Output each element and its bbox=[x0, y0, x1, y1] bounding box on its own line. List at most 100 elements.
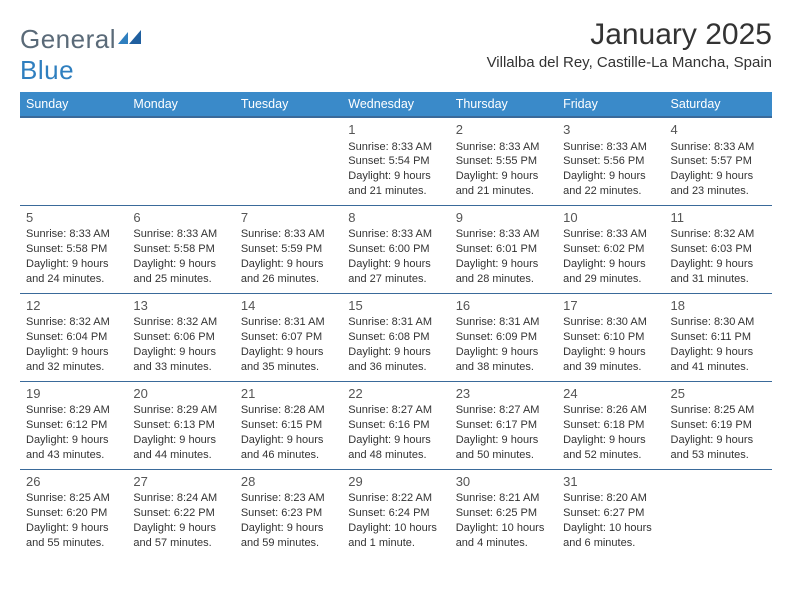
calendar-page: GeneralBlue January 2025 Villalba del Re… bbox=[0, 0, 792, 567]
daylight-text: Daylight: 9 hours and 48 minutes. bbox=[348, 433, 443, 463]
day-number: 1 bbox=[348, 121, 443, 139]
day-number: 3 bbox=[563, 121, 658, 139]
calendar-cell: 14Sunrise: 8:31 AMSunset: 6:07 PMDayligh… bbox=[235, 293, 342, 381]
daylight-text: Daylight: 9 hours and 50 minutes. bbox=[456, 433, 551, 463]
day-number: 8 bbox=[348, 209, 443, 227]
sunrise-text: Sunrise: 8:28 AM bbox=[241, 403, 336, 418]
flag-icon bbox=[118, 24, 144, 55]
day-number: 27 bbox=[133, 473, 228, 491]
calendar-week-row: 19Sunrise: 8:29 AMSunset: 6:12 PMDayligh… bbox=[20, 381, 772, 469]
daylight-text: Daylight: 9 hours and 57 minutes. bbox=[133, 521, 228, 551]
calendar-cell: 8Sunrise: 8:33 AMSunset: 6:00 PMDaylight… bbox=[342, 205, 449, 293]
sunset-text: Sunset: 6:18 PM bbox=[563, 418, 658, 433]
daylight-text: Daylight: 9 hours and 29 minutes. bbox=[563, 257, 658, 287]
day-number: 28 bbox=[241, 473, 336, 491]
day-header: Thursday bbox=[450, 92, 557, 117]
month-title: January 2025 bbox=[487, 18, 772, 52]
sunrise-text: Sunrise: 8:32 AM bbox=[671, 227, 766, 242]
daylight-text: Daylight: 10 hours and 1 minute. bbox=[348, 521, 443, 551]
daylight-text: Daylight: 9 hours and 26 minutes. bbox=[241, 257, 336, 287]
sunrise-text: Sunrise: 8:33 AM bbox=[26, 227, 121, 242]
sunrise-text: Sunrise: 8:29 AM bbox=[26, 403, 121, 418]
page-header: GeneralBlue January 2025 Villalba del Re… bbox=[20, 18, 772, 86]
calendar-week-row: 12Sunrise: 8:32 AMSunset: 6:04 PMDayligh… bbox=[20, 293, 772, 381]
day-number: 13 bbox=[133, 297, 228, 315]
daylight-text: Daylight: 9 hours and 41 minutes. bbox=[671, 345, 766, 375]
sunrise-text: Sunrise: 8:25 AM bbox=[26, 491, 121, 506]
day-number: 5 bbox=[26, 209, 121, 227]
sunset-text: Sunset: 6:03 PM bbox=[671, 242, 766, 257]
sunrise-text: Sunrise: 8:31 AM bbox=[456, 315, 551, 330]
daylight-text: Daylight: 9 hours and 46 minutes. bbox=[241, 433, 336, 463]
day-header: Monday bbox=[127, 92, 234, 117]
sunrise-text: Sunrise: 8:20 AM bbox=[563, 491, 658, 506]
sunrise-text: Sunrise: 8:33 AM bbox=[348, 140, 443, 155]
calendar-cell bbox=[235, 117, 342, 205]
sunset-text: Sunset: 6:09 PM bbox=[456, 330, 551, 345]
calendar-head: Sunday Monday Tuesday Wednesday Thursday… bbox=[20, 92, 772, 117]
calendar-cell: 9Sunrise: 8:33 AMSunset: 6:01 PMDaylight… bbox=[450, 205, 557, 293]
day-number: 2 bbox=[456, 121, 551, 139]
calendar-cell: 5Sunrise: 8:33 AMSunset: 5:58 PMDaylight… bbox=[20, 205, 127, 293]
sunrise-text: Sunrise: 8:29 AM bbox=[133, 403, 228, 418]
calendar-cell: 20Sunrise: 8:29 AMSunset: 6:13 PMDayligh… bbox=[127, 381, 234, 469]
sunset-text: Sunset: 5:56 PM bbox=[563, 154, 658, 169]
daylight-text: Daylight: 9 hours and 33 minutes. bbox=[133, 345, 228, 375]
calendar-cell bbox=[20, 117, 127, 205]
daylight-text: Daylight: 9 hours and 39 minutes. bbox=[563, 345, 658, 375]
sunrise-text: Sunrise: 8:33 AM bbox=[671, 140, 766, 155]
day-header: Saturday bbox=[665, 92, 772, 117]
sunrise-text: Sunrise: 8:33 AM bbox=[456, 140, 551, 155]
day-header: Friday bbox=[557, 92, 664, 117]
daylight-text: Daylight: 9 hours and 43 minutes. bbox=[26, 433, 121, 463]
calendar-cell bbox=[127, 117, 234, 205]
calendar-cell: 19Sunrise: 8:29 AMSunset: 6:12 PMDayligh… bbox=[20, 381, 127, 469]
sunrise-text: Sunrise: 8:25 AM bbox=[671, 403, 766, 418]
calendar-table: Sunday Monday Tuesday Wednesday Thursday… bbox=[20, 92, 772, 557]
calendar-cell: 30Sunrise: 8:21 AMSunset: 6:25 PMDayligh… bbox=[450, 469, 557, 556]
daylight-text: Daylight: 9 hours and 59 minutes. bbox=[241, 521, 336, 551]
sunrise-text: Sunrise: 8:27 AM bbox=[348, 403, 443, 418]
sunrise-text: Sunrise: 8:26 AM bbox=[563, 403, 658, 418]
day-number: 4 bbox=[671, 121, 766, 139]
sunrise-text: Sunrise: 8:23 AM bbox=[241, 491, 336, 506]
brand-name: GeneralBlue bbox=[20, 24, 144, 86]
sunrise-text: Sunrise: 8:33 AM bbox=[348, 227, 443, 242]
day-number: 7 bbox=[241, 209, 336, 227]
daylight-text: Daylight: 9 hours and 21 minutes. bbox=[456, 169, 551, 199]
calendar-cell: 10Sunrise: 8:33 AMSunset: 6:02 PMDayligh… bbox=[557, 205, 664, 293]
day-number: 15 bbox=[348, 297, 443, 315]
sunset-text: Sunset: 6:10 PM bbox=[563, 330, 658, 345]
daylight-text: Daylight: 9 hours and 52 minutes. bbox=[563, 433, 658, 463]
calendar-cell: 15Sunrise: 8:31 AMSunset: 6:08 PMDayligh… bbox=[342, 293, 449, 381]
sunset-text: Sunset: 6:02 PM bbox=[563, 242, 658, 257]
day-header: Tuesday bbox=[235, 92, 342, 117]
sunset-text: Sunset: 6:25 PM bbox=[456, 506, 551, 521]
calendar-cell: 7Sunrise: 8:33 AMSunset: 5:59 PMDaylight… bbox=[235, 205, 342, 293]
sunrise-text: Sunrise: 8:31 AM bbox=[241, 315, 336, 330]
day-header: Sunday bbox=[20, 92, 127, 117]
daylight-text: Daylight: 9 hours and 23 minutes. bbox=[671, 169, 766, 199]
calendar-cell: 31Sunrise: 8:20 AMSunset: 6:27 PMDayligh… bbox=[557, 469, 664, 556]
day-number: 24 bbox=[563, 385, 658, 403]
daylight-text: Daylight: 9 hours and 38 minutes. bbox=[456, 345, 551, 375]
calendar-cell: 23Sunrise: 8:27 AMSunset: 6:17 PMDayligh… bbox=[450, 381, 557, 469]
sunset-text: Sunset: 6:01 PM bbox=[456, 242, 551, 257]
sunrise-text: Sunrise: 8:22 AM bbox=[348, 491, 443, 506]
daylight-text: Daylight: 9 hours and 25 minutes. bbox=[133, 257, 228, 287]
sunset-text: Sunset: 6:20 PM bbox=[26, 506, 121, 521]
day-number: 10 bbox=[563, 209, 658, 227]
daylight-text: Daylight: 9 hours and 28 minutes. bbox=[456, 257, 551, 287]
calendar-cell: 12Sunrise: 8:32 AMSunset: 6:04 PMDayligh… bbox=[20, 293, 127, 381]
day-number: 19 bbox=[26, 385, 121, 403]
sunset-text: Sunset: 6:22 PM bbox=[133, 506, 228, 521]
calendar-cell: 4Sunrise: 8:33 AMSunset: 5:57 PMDaylight… bbox=[665, 117, 772, 205]
calendar-cell: 16Sunrise: 8:31 AMSunset: 6:09 PMDayligh… bbox=[450, 293, 557, 381]
sunrise-text: Sunrise: 8:24 AM bbox=[133, 491, 228, 506]
daylight-text: Daylight: 9 hours and 31 minutes. bbox=[671, 257, 766, 287]
calendar-week-row: 1Sunrise: 8:33 AMSunset: 5:54 PMDaylight… bbox=[20, 117, 772, 205]
sunset-text: Sunset: 6:07 PM bbox=[241, 330, 336, 345]
day-header: Wednesday bbox=[342, 92, 449, 117]
day-number: 21 bbox=[241, 385, 336, 403]
sunrise-text: Sunrise: 8:33 AM bbox=[563, 227, 658, 242]
